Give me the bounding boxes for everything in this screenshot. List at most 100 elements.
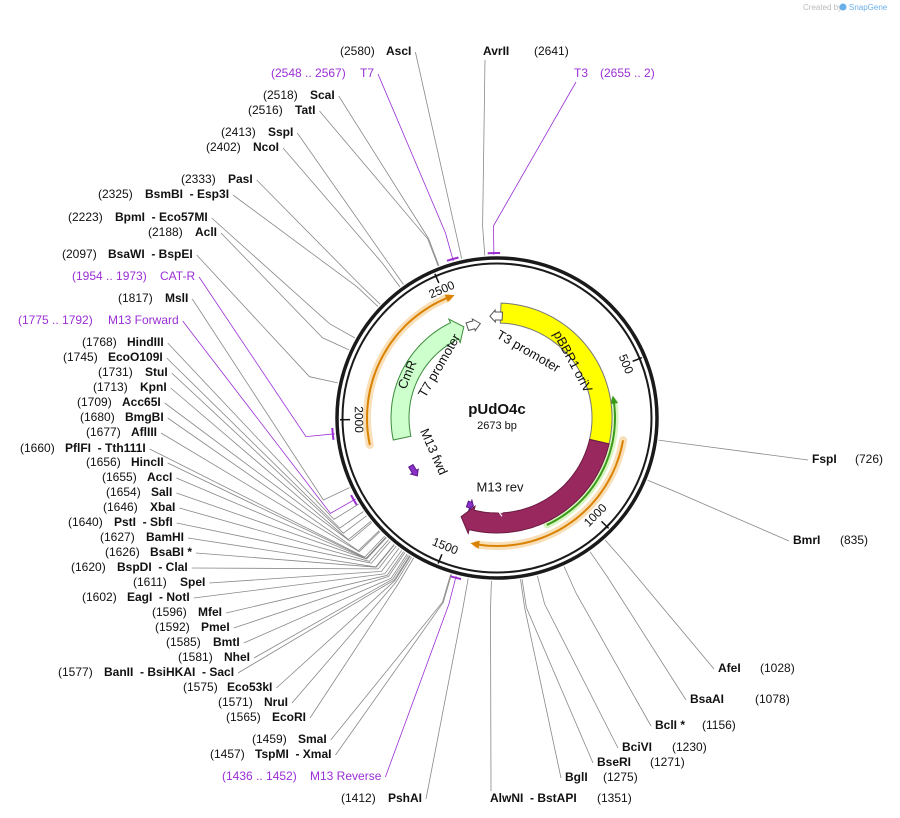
leader-line [425,578,469,800]
site-position: (1457) [210,747,245,761]
leader-line [385,575,457,778]
feature [460,438,610,536]
site-position: (1654) [106,485,141,499]
site-position: (1817) [118,291,153,305]
primer-range: (2548 .. 2567) [271,66,346,80]
site-position: (726) [855,452,883,466]
site-position: (1626) [105,545,140,559]
credit-prefix: Created by [803,3,842,12]
site-name: EagI - NotI [127,590,190,604]
leader-line [276,555,411,689]
primer-name: CAT-R [160,269,195,283]
leader-line [658,439,809,461]
site-name: BciVI [622,740,652,754]
primer-range: (2655 .. 2) [600,66,655,80]
site-position: (1660) [20,441,55,455]
site-position: (1655) [102,470,137,484]
feature [465,498,474,512]
credit-brand: SnapGene [849,3,888,12]
site-name: TspMI - XmaI [255,747,331,761]
ring-tick [600,520,610,529]
leader-line [377,73,454,262]
leader-line [647,479,790,542]
site-name: HindIII [127,335,164,349]
site-position: (1581) [178,650,213,664]
site-name: BsmBI - Esp3I [145,187,229,201]
site-position: (1677) [86,425,121,439]
site-position: (1078) [755,692,790,706]
site-name: AvrII [483,44,509,58]
leader-line [243,553,408,644]
site-position: (1768) [82,335,117,349]
leader-line [191,545,397,570]
site-position: (1271) [650,755,685,769]
site-position: (2402) [206,140,241,154]
leader-line [195,544,395,568]
site-position: (1596) [152,605,187,619]
leader-line [589,551,687,701]
site-name: BspDI - ClaI [117,560,188,574]
site-position: (1028) [760,661,795,675]
leader-line [291,556,412,704]
site-position: (1565) [226,710,261,724]
primer-name: M13 Forward [108,313,179,327]
site-position: (1575) [183,680,218,694]
leader-line [196,254,338,384]
site-name: BmtI [213,635,240,649]
site-position: (1646) [103,500,138,514]
site-position: (1731) [98,365,133,379]
leader-line [167,342,359,520]
primer-range: (1436 .. 1452) [222,769,297,783]
site-position: (1577) [58,665,93,679]
leader-line [164,402,373,542]
leader-line [167,462,387,559]
primer-range: (1954 .. 1973) [72,269,147,283]
site-name: NcoI [253,140,279,154]
primer-range: (1775 .. 1792) [18,313,93,327]
leader-line [176,522,391,564]
site-name: Acc65I [122,395,161,409]
leader-line [166,357,364,529]
site-name: PshAI [388,791,422,805]
leader-line [492,81,577,256]
site-name: PasI [228,172,253,186]
site-name: AclI [195,225,217,239]
leader-line [170,387,372,541]
leader-line [233,552,406,629]
site-position: (1627) [100,530,135,544]
leader-line [209,547,400,584]
site-position: (1620) [71,560,106,574]
leader-line [179,507,389,562]
site-position: (835) [840,533,868,547]
leader-line [563,566,652,727]
leader-line [490,580,492,792]
leader-line [319,110,439,267]
site-position: (1412) [341,791,376,805]
site-name: BglI [565,770,588,784]
leader-line [482,59,486,256]
site-name: PstI - SbfI [114,515,173,529]
site-name: AlwNI - BstAPI [490,791,577,805]
site-name: BmgBI [125,410,164,424]
site-position: (1585) [166,635,201,649]
leader-line [330,574,452,741]
site-position: (1680) [80,410,115,424]
ring-tick-label: 1500 [430,535,460,558]
site-name: MfeI [198,605,222,619]
site-name: NruI [264,695,288,709]
ring-tick [434,273,440,284]
backbone-outer [335,256,659,580]
site-position: (1656) [86,455,121,469]
site-name: BpmI - Eco57MI [115,210,208,224]
site-name: Eco53kI [227,680,272,694]
site-name: FspI [812,452,837,466]
leader-line [237,555,411,674]
site-name: AfeI [718,661,741,675]
leader-line [191,298,350,501]
ring-tick [632,356,643,363]
site-position: (2641) [534,44,569,58]
site-name: NheI [224,650,250,664]
leader-line [225,551,404,614]
leader-line [520,579,562,779]
site-position: (2097) [62,247,97,261]
